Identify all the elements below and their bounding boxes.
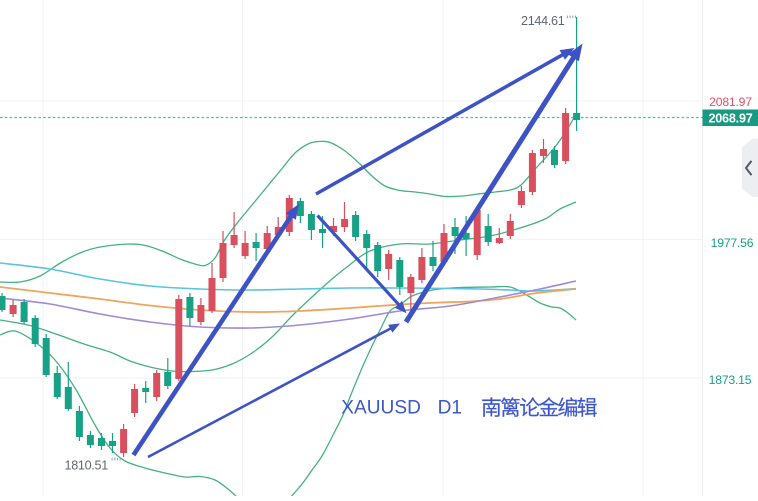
svg-text:2068.97: 2068.97: [708, 112, 752, 126]
svg-text:D1: D1: [438, 398, 462, 419]
svg-text:1873.15: 1873.15: [709, 373, 752, 387]
svg-text:XAUUSD: XAUUSD: [341, 398, 421, 419]
svg-text:1977.56: 1977.56: [711, 236, 754, 250]
svg-text:2081.97: 2081.97: [709, 95, 752, 109]
svg-text:1810.51: 1810.51: [65, 458, 109, 472]
svg-text:2144.61: 2144.61: [521, 14, 565, 28]
